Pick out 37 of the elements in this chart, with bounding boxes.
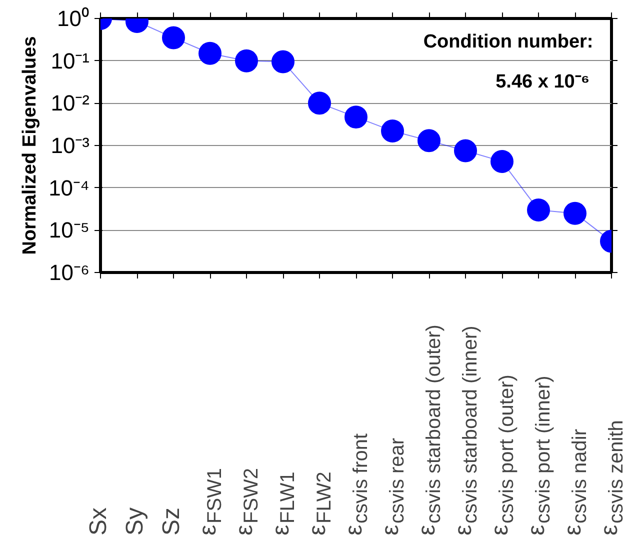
- x-tick-label: Sz: [158, 507, 185, 536]
- x-tick-label: Sx: [85, 507, 112, 536]
- x-tick-label: εcsvis port (outer): [486, 374, 518, 536]
- annotation: 5.46 x 10⁻⁶: [496, 71, 590, 92]
- x-tick-label: εcsvis port (inner): [523, 376, 554, 536]
- x-tick-label: εFSW1: [194, 468, 226, 536]
- y-tick-label: 10⁻⁵: [48, 218, 90, 243]
- point: [418, 129, 440, 152]
- point: [235, 49, 258, 72]
- point: [490, 150, 514, 173]
- point: [527, 198, 550, 222]
- y-tick-label: 10⁻⁶: [48, 260, 90, 285]
- x-tick-label: εFSW2: [231, 468, 262, 536]
- point: [198, 42, 222, 65]
- x-tick-label: εcsvis nadir: [560, 428, 591, 536]
- y-axis-title: Normalized Eigenvalues: [20, 36, 41, 255]
- y-tick-label: 10⁰: [57, 6, 90, 31]
- point: [308, 92, 331, 115]
- point: [454, 139, 477, 162]
- point: [344, 106, 368, 129]
- y-tick-label: 10⁻¹: [50, 48, 90, 74]
- point: [162, 26, 185, 50]
- x-tick-label: εcsvis zenith: [596, 420, 628, 536]
- point: [381, 120, 404, 142]
- x-tick-label: εcsvis starboard (outer): [414, 324, 445, 536]
- y-tick-label: 10⁻⁴: [48, 175, 90, 200]
- x-tick-label: εcsvis front: [340, 433, 372, 536]
- y-tick-label: 10⁻³: [50, 133, 90, 158]
- y-tick-label: 10⁻²: [50, 90, 90, 116]
- x-tick-label: εFLW2: [304, 472, 336, 536]
- x-tick-label: εcsvis rear: [377, 438, 408, 536]
- x-tick-label: εcsvis starboard (inner): [450, 326, 482, 536]
- x-tick-label: εFLW1: [268, 472, 299, 536]
- point: [272, 50, 294, 74]
- annotation: Condition number:: [423, 31, 594, 52]
- x-tick-label: Sy: [122, 507, 148, 536]
- point: [564, 202, 586, 225]
